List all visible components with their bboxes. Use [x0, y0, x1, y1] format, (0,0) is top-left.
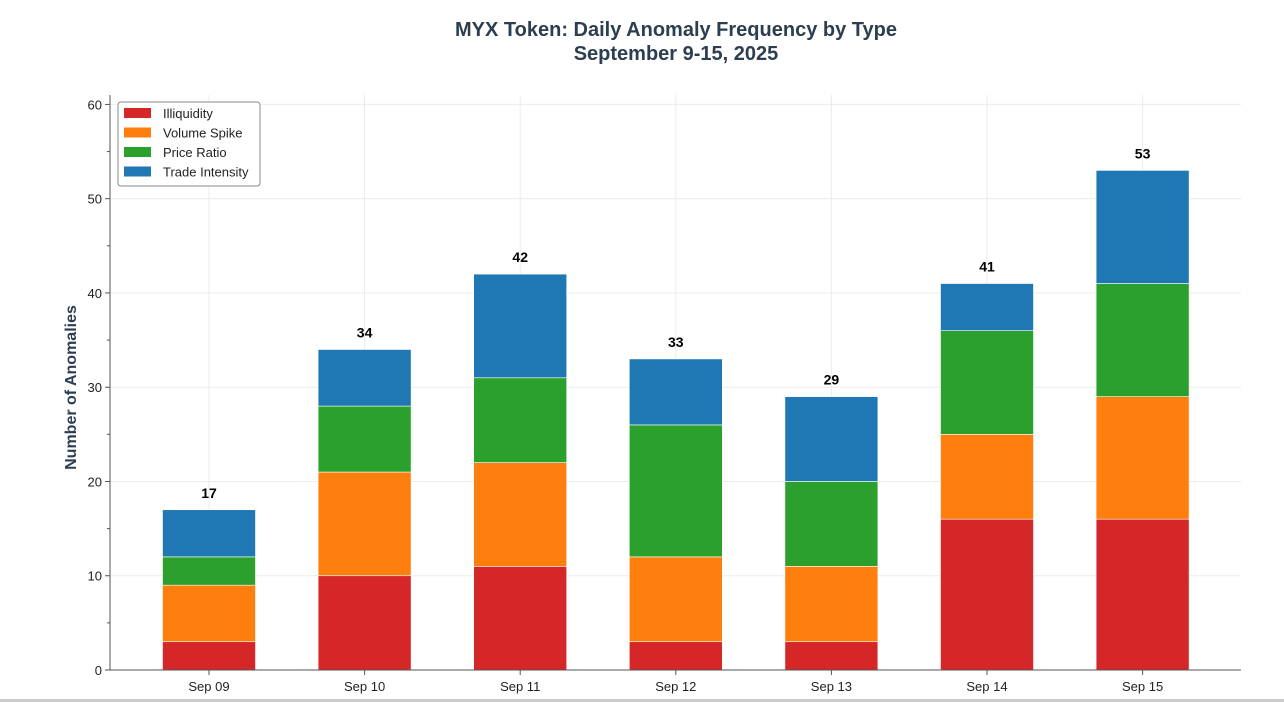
total-label: 33 — [668, 334, 684, 350]
bar-segment-trade-intensity — [784, 396, 879, 482]
total-label: 29 — [824, 372, 840, 388]
bar-segment-volume-spike — [1095, 396, 1190, 520]
bar-segment-price-ratio — [473, 377, 568, 463]
x-tick-label: Sep 14 — [966, 679, 1007, 694]
chart-title-main: MYX Token: Daily Anomaly Frequency by Ty… — [455, 19, 897, 41]
bar-segment-illiquidity — [473, 566, 568, 671]
bar-segment-price-ratio — [317, 405, 412, 473]
bar-segment-illiquidity — [162, 641, 256, 671]
bar-segment-illiquidity — [628, 641, 723, 671]
legend-swatch — [124, 108, 151, 118]
legend-swatch — [124, 147, 151, 157]
x-tick-label: Sep 11 — [500, 679, 540, 694]
chart-title: MYX Token: Daily Anomaly Frequency by Ty… — [0, 18, 1284, 66]
x-tick-label: Sep 13 — [811, 679, 852, 694]
bar-segment-price-ratio — [940, 330, 1034, 435]
bar-segment-trade-intensity — [1095, 170, 1190, 284]
legend-swatch — [124, 166, 151, 177]
y-tick-label: 40 — [88, 286, 102, 301]
y-tick-label: 60 — [88, 97, 102, 112]
total-label: 34 — [357, 325, 373, 341]
bar-segment-trade-intensity — [162, 509, 256, 558]
bar-segment-illiquidity — [940, 518, 1034, 671]
bar-segment-illiquidity — [317, 575, 412, 671]
y-tick-label: 20 — [88, 474, 102, 489]
bar-segment-trade-intensity — [473, 273, 568, 379]
bar-segment-price-ratio — [1095, 283, 1190, 397]
bar-segment-volume-spike — [473, 462, 568, 567]
bar-segment-illiquidity — [1095, 518, 1190, 671]
x-tick-label: Sep 09 — [188, 679, 229, 694]
x-tick-label: Sep 10 — [344, 679, 385, 694]
legend-swatch — [124, 127, 151, 138]
y-tick-label: 0 — [95, 663, 102, 678]
chart-subtitle: September 9-15, 2025 — [573, 43, 779, 65]
bar-segment-volume-spike — [317, 471, 412, 577]
legend — [117, 101, 261, 187]
y-tick-label: 30 — [88, 380, 102, 395]
y-axis-label: Number of Anomalies — [63, 305, 80, 470]
legend-label: Trade Intensity — [163, 165, 249, 180]
bar-segment-volume-spike — [162, 584, 256, 643]
x-tick-label: Sep 15 — [1122, 679, 1163, 694]
y-tick-label: 10 — [88, 569, 102, 584]
x-tick-label: Sep 12 — [655, 679, 696, 694]
legend-label: Price Ratio — [163, 145, 227, 160]
total-label: 53 — [1135, 145, 1151, 161]
bar-segment-price-ratio — [162, 556, 256, 586]
bar-segment-price-ratio — [784, 481, 879, 567]
bar-segment-trade-intensity — [317, 349, 412, 407]
bar-segment-illiquidity — [784, 641, 879, 671]
bar-segment-volume-spike — [784, 566, 879, 643]
legend-label: Illiquidity — [163, 106, 213, 121]
bar-segment-trade-intensity — [940, 283, 1034, 331]
legend-label: Volume Spike — [163, 126, 243, 141]
total-label: 17 — [201, 485, 217, 501]
window-bottom-border — [0, 699, 1284, 702]
total-label: 41 — [979, 259, 995, 275]
bar-segment-volume-spike — [628, 556, 723, 643]
bar-segment-trade-intensity — [628, 358, 723, 426]
bar-segment-price-ratio — [628, 424, 723, 558]
bar-segment-volume-spike — [940, 434, 1034, 520]
y-tick-label: 50 — [88, 192, 102, 207]
total-label: 42 — [512, 249, 528, 265]
